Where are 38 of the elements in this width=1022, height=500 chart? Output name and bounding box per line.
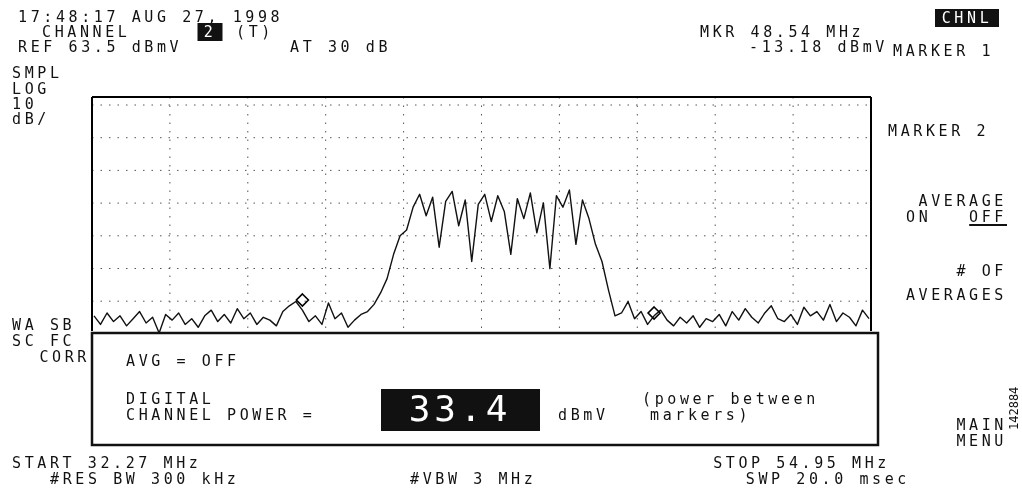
text: MKR 48.54 MHz	[700, 23, 865, 41]
text: MARKER 1	[893, 42, 995, 60]
text: #RES BW 300 kHz	[50, 470, 240, 488]
text: OFF	[969, 208, 1007, 226]
text: SC FC	[12, 332, 76, 350]
text: MARKER 2	[888, 122, 990, 140]
text: 2	[203, 23, 217, 41]
text: CORR	[39, 348, 90, 366]
text: CHANNEL POWER =	[126, 406, 316, 424]
text: (T)	[236, 23, 274, 41]
text: 33.4	[408, 388, 512, 429]
text: markers)	[650, 406, 752, 424]
text: CHNL	[941, 9, 993, 27]
text: START 32.27 MHz	[12, 454, 202, 472]
text: LOG	[12, 80, 50, 98]
text: #VBW 3 MHz	[410, 470, 537, 488]
text: MENU	[956, 432, 1007, 450]
text: dB/	[12, 110, 50, 128]
text: CHANNEL	[42, 23, 131, 41]
text: AVG = OFF	[126, 352, 240, 370]
text: REF 63.5 dBmV	[18, 38, 183, 56]
text: ON	[906, 208, 932, 226]
text: -13.18 dBmV	[749, 38, 888, 56]
text: DIGITAL	[126, 390, 215, 408]
text: (power between	[642, 390, 819, 408]
text: STOP 54.95 MHz	[713, 454, 890, 472]
text: 17:48:17 AUG 27, 1998	[18, 8, 284, 26]
text: AVERAGE	[918, 192, 1007, 210]
text: # OF	[956, 262, 1007, 280]
text: dBmV	[558, 406, 609, 424]
text: AT 30 dB	[290, 38, 392, 56]
text: MAIN	[956, 416, 1007, 434]
text: AVERAGES	[905, 286, 1007, 304]
text: WA SB	[12, 316, 76, 334]
text: SMPL	[12, 64, 63, 82]
text: 10	[12, 95, 38, 113]
text: SWP 20.0 msec	[745, 470, 910, 488]
text: 142884	[1007, 386, 1021, 430]
